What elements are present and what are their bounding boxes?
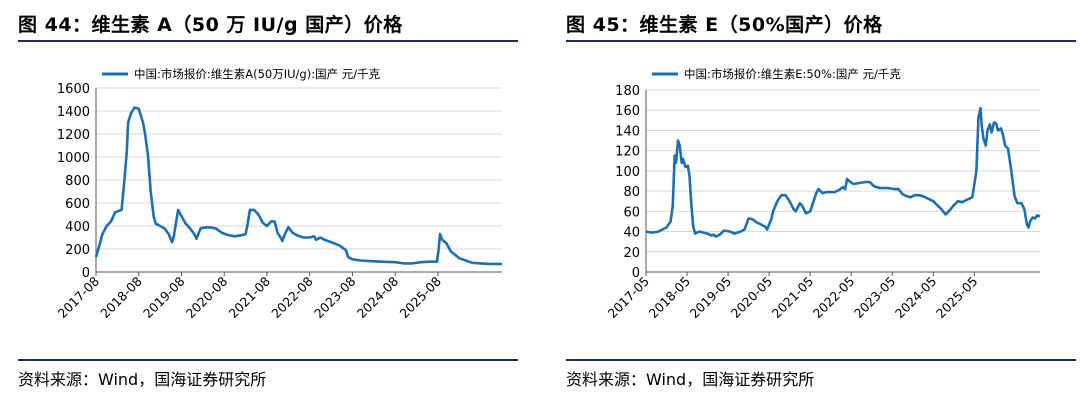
y-tick-label: 1200 [57, 128, 90, 143]
source-note: 资料来源：Wind，国海证券研究所 [566, 370, 815, 389]
series-line [645, 106, 1041, 238]
x-tick-label: 2021-05 [769, 274, 817, 322]
x-tick-label: 2019-08 [140, 273, 188, 321]
y-tick-label: 100 [615, 165, 640, 180]
x-tick-label: 2021-08 [226, 273, 274, 321]
series-line [94, 106, 502, 266]
y-tick-label: 600 [65, 197, 90, 212]
y-tick-label: 1000 [57, 151, 90, 166]
x-tick-label: 2018-08 [97, 273, 145, 321]
x-tick-label: 2018-05 [646, 274, 694, 322]
vitamin-a-panel: 图 44：维生素 A（50 万 IU/g 国产）价格 0 200 400 600 800… [0, 0, 520, 402]
vitamin-e-panel: 图 45：维生素 E（50%国产）价格 0 20 40 60 80 100 120 140 16… [548, 0, 1080, 402]
y-tick-label: 0 [632, 266, 640, 281]
figure-title: 图 45：维生素 E（50%国产）价格 [566, 14, 883, 36]
x-tick-label: 2024-08 [354, 273, 402, 321]
x-tick-label: 2017-08 [55, 273, 103, 321]
y-tick-label: 160 [615, 104, 640, 119]
x-tick-label: 2025-05 [933, 274, 981, 322]
y-tick-label: 140 [615, 124, 640, 139]
legend-label: 中国:市场报价:维生素E:50%:国产 元/千克 [684, 67, 901, 81]
x-tick-label: 2019-05 [687, 274, 735, 322]
y-tick-label: 200 [65, 243, 90, 258]
vitamin-a-line-chart: 0 200 400 600 800 1000 1200 1400 1600 2017-082018… [55, 67, 502, 321]
x-tick-label: 2022-08 [268, 273, 316, 321]
x-tick-label: 2020-08 [183, 273, 231, 321]
x-tick-label: 2025-08 [396, 273, 444, 321]
title-rule [18, 40, 518, 42]
y-tick-label: 80 [623, 185, 640, 200]
source-note: 资料来源：Wind，国海证券研究所 [18, 370, 267, 389]
source-rule [566, 359, 1076, 361]
x-tick-label: 2023-05 [851, 274, 899, 322]
y-tick-label: 800 [65, 174, 90, 189]
vitamin-e-line-chart: 0204060801001201401601802017-052018-0520… [605, 67, 1041, 322]
x-tick-label: 2023-08 [311, 273, 359, 321]
x-tick-label: 2020-05 [728, 274, 776, 322]
x-tick-label: 2017-05 [605, 274, 653, 322]
y-tick-label: 180 [615, 84, 640, 99]
figure-title: 图 44：维生素 A（50 万 IU/g 国产）价格 [18, 14, 403, 36]
y-tick-label: 1600 [57, 82, 90, 97]
y-tick-label: 20 [623, 246, 640, 261]
y-tick-label: 0 [82, 266, 90, 281]
y-tick-label: 60 [623, 205, 640, 220]
y-tick-label: 120 [615, 145, 640, 160]
x-tick-label: 2024-05 [892, 274, 940, 322]
x-tick-label: 2022-05 [810, 274, 858, 322]
y-tick-label: 1400 [57, 105, 90, 120]
legend-label: 中国:市场报价:维生素A(50万IU/g):国产 元/千克 [134, 67, 381, 81]
y-tick-label: 40 [623, 226, 640, 241]
source-rule [18, 359, 518, 361]
y-tick-label: 400 [65, 220, 90, 235]
title-rule [566, 40, 1076, 42]
